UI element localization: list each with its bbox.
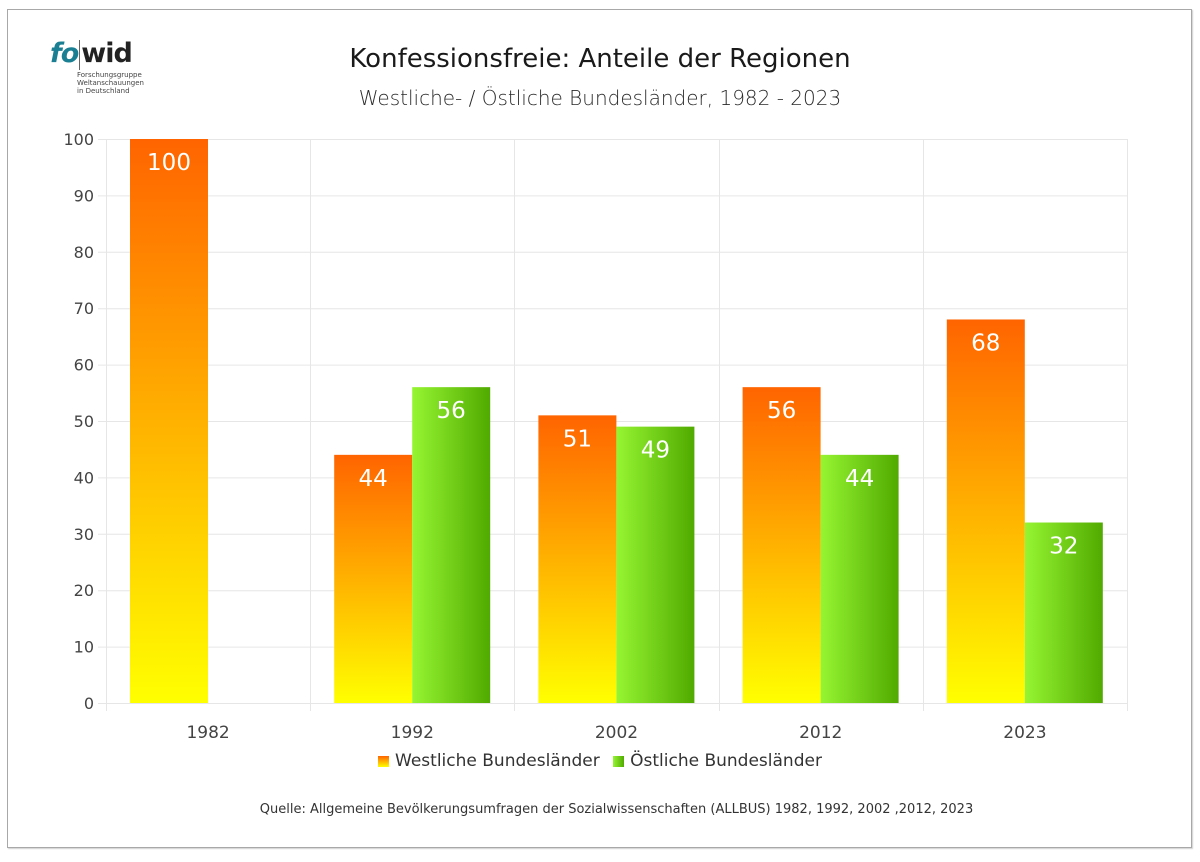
data-label: 56	[767, 398, 796, 424]
y-tick-label: 20	[74, 581, 94, 600]
x-tick-label: 2012	[799, 723, 842, 743]
x-tick-label: 1992	[391, 723, 434, 743]
y-tick-label: 60	[74, 356, 94, 375]
x-tick-label: 2023	[1003, 723, 1046, 743]
logo-brand-b: wid	[81, 38, 133, 69]
data-label: 32	[1049, 534, 1078, 560]
legend-swatch-east	[613, 755, 625, 767]
data-label: 56	[437, 398, 466, 424]
bar-west[interactable]	[334, 454, 413, 703]
legend-label: Östliche Bundesländer	[630, 751, 822, 771]
y-tick-label: 10	[74, 638, 94, 657]
data-label: 49	[641, 438, 670, 464]
source-note: Quelle: Allgemeine Bevölkerungsumfragen …	[259, 802, 974, 817]
y-tick-label: 70	[74, 299, 94, 318]
logo-brand-a: fo	[50, 38, 79, 69]
legend-item-east[interactable]: Östliche Bundesländer	[613, 751, 822, 771]
legend: Westliche Bundesländer Östliche Bundeslä…	[0, 751, 1200, 772]
bar-west[interactable]	[946, 319, 1025, 703]
y-tick-label: 90	[74, 186, 94, 205]
bar-east[interactable]	[616, 426, 695, 703]
bar-west[interactable]	[130, 139, 208, 703]
x-tick-label: 1982	[186, 723, 229, 743]
data-label: 44	[359, 466, 388, 492]
bar-east[interactable]	[1024, 522, 1103, 703]
chart-frame	[7, 9, 1192, 848]
logo-line: Forschungsgruppe	[77, 71, 142, 79]
y-tick-label: 30	[74, 525, 94, 544]
bar-west[interactable]	[538, 415, 617, 703]
data-label: 68	[971, 330, 1000, 356]
fowid-logo: fo wid Forschungsgruppe Weltanschauungen …	[50, 38, 144, 96]
y-tick-label: 40	[74, 468, 94, 487]
legend-swatch-west	[378, 755, 390, 767]
legend-label: Westliche Bundesländer	[395, 751, 600, 771]
logo-line: Weltanschauungen	[77, 79, 144, 87]
data-label: 51	[563, 426, 592, 452]
legend-item-west[interactable]: Westliche Bundesländer	[378, 751, 600, 771]
data-label: 100	[147, 150, 191, 176]
bar-west[interactable]	[742, 387, 821, 703]
y-tick-label: 100	[63, 130, 94, 149]
y-tick-label: 50	[74, 412, 94, 431]
y-tick-label: 0	[84, 694, 94, 713]
x-tick-label: 2002	[595, 723, 638, 743]
logo-line: in Deutschland	[77, 87, 130, 95]
chart-subtitle: Westliche- / Östliche Bundesländer, 1982…	[358, 86, 842, 110]
chart-title: Konfessionsfreie: Anteile der Regionen	[349, 44, 851, 74]
data-label: 44	[845, 466, 874, 492]
bar-east[interactable]	[820, 454, 899, 703]
y-tick-label: 80	[74, 243, 94, 262]
bar-east[interactable]	[412, 387, 491, 703]
